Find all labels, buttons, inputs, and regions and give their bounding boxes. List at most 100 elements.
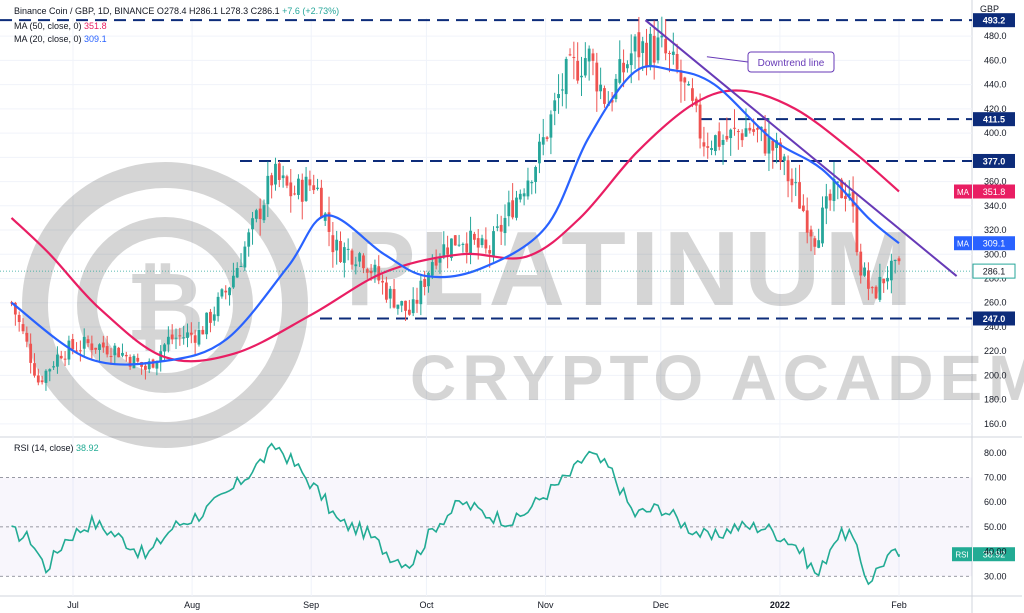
ma50-value: 351.8 xyxy=(84,21,107,31)
candle-body xyxy=(450,238,453,258)
candle-body xyxy=(893,259,897,262)
candle-body xyxy=(756,128,759,130)
candle-body xyxy=(48,369,52,372)
close-label: C xyxy=(250,6,258,16)
rsi-tick-label: 60.00 xyxy=(984,497,1007,507)
candle-body xyxy=(656,37,660,61)
candle-body xyxy=(457,244,461,246)
candle-body xyxy=(480,238,484,246)
candle-body xyxy=(664,38,668,54)
chart-header: Binance Coin / GBP, 1D, BINANCE O278.4 H… xyxy=(14,6,339,16)
candle-body xyxy=(434,259,438,266)
candle-body xyxy=(277,163,281,180)
high-value: 286.1 xyxy=(195,6,219,16)
rsi-value-box xyxy=(973,547,1015,562)
candle-body xyxy=(736,131,740,133)
ma50-tag: MA xyxy=(957,188,970,197)
price-tick-label: 220.0 xyxy=(984,346,1007,356)
candle-body xyxy=(25,332,29,342)
candle-body xyxy=(801,205,805,211)
close-value: 286.1 xyxy=(257,6,280,16)
candle-body xyxy=(828,193,832,201)
candle-body xyxy=(882,278,886,284)
downtrend-line-layer: Downtrend line xyxy=(644,19,958,277)
candle-body xyxy=(52,366,56,368)
candle-body xyxy=(809,229,813,237)
candle-body xyxy=(205,312,209,335)
candle-body xyxy=(147,361,151,370)
candle-body xyxy=(836,181,840,183)
price-tick-label: 400.0 xyxy=(984,128,1007,138)
candle-body xyxy=(151,359,155,368)
ma50-legend[interactable]: MA (50, close, 0) 351.8 xyxy=(14,21,107,31)
candle-body xyxy=(427,272,430,287)
ma50-line xyxy=(10,89,900,363)
candle-body xyxy=(117,347,121,358)
candle-body xyxy=(346,248,350,250)
candle-body xyxy=(67,340,71,360)
candle-body xyxy=(101,342,105,348)
candle-body xyxy=(576,60,580,81)
candle-body xyxy=(472,233,476,240)
ma20-label: MA (20, close, 0) xyxy=(14,34,82,44)
level-price-label: 493.2 xyxy=(983,16,1006,26)
candle-body xyxy=(878,276,882,300)
time-tick-label: Sep xyxy=(303,600,319,610)
price-tick-label: 420.0 xyxy=(984,104,1007,114)
candle-body xyxy=(645,42,648,68)
ma50-tag-box xyxy=(954,184,972,199)
rsi-legend[interactable]: RSI (14, close) 38.92 xyxy=(14,443,99,453)
price-tick-label: 240.0 xyxy=(984,322,1007,332)
price-tick-label: 320.0 xyxy=(984,225,1007,235)
candle-body xyxy=(105,346,109,355)
level-price-box xyxy=(973,311,1015,326)
candle-body xyxy=(377,266,381,281)
candle-body xyxy=(189,332,193,335)
candle-body xyxy=(453,235,457,246)
candle-body xyxy=(687,84,691,86)
price-tick-label: 300.0 xyxy=(984,249,1007,259)
candle-body xyxy=(124,354,128,357)
candle-body xyxy=(316,187,319,189)
candle-body xyxy=(224,290,228,293)
candle-body xyxy=(239,266,243,268)
candle-body xyxy=(228,287,231,296)
candle-body xyxy=(254,210,258,219)
time-tick-label: Feb xyxy=(891,600,907,610)
candle-body xyxy=(798,182,801,209)
candle-body xyxy=(821,207,824,244)
price-tick-label: 340.0 xyxy=(984,201,1007,211)
candle-body xyxy=(679,70,683,82)
candle-body xyxy=(794,182,798,184)
candle-body xyxy=(771,140,775,151)
candle-body xyxy=(626,64,629,69)
candle-body xyxy=(557,94,560,99)
rsi-tick-label: 30.00 xyxy=(984,571,1007,581)
ma20-legend[interactable]: MA (20, close, 0) 309.1 xyxy=(14,34,107,44)
candle-body xyxy=(82,336,86,349)
candle-body xyxy=(369,270,373,274)
candle-body xyxy=(304,176,308,201)
candle-body xyxy=(220,289,224,297)
currency-label: GBP xyxy=(980,4,999,14)
candle-body xyxy=(270,175,274,186)
time-tick-label: 2022 xyxy=(770,600,790,610)
level-price-label: 377.0 xyxy=(983,156,1006,166)
change-value: +7.6 (+2.73%) xyxy=(282,6,340,16)
ma50-price-label: 351.8 xyxy=(983,187,1006,197)
candle-body xyxy=(144,365,147,370)
candle-body xyxy=(683,77,687,83)
candle-body xyxy=(469,230,472,254)
open-value: 278.4 xyxy=(163,6,187,16)
candle-body xyxy=(136,357,140,362)
candle-body xyxy=(832,178,836,201)
candle-body xyxy=(790,178,794,186)
candle-body xyxy=(775,140,778,148)
candle-body xyxy=(618,59,622,83)
candle-body xyxy=(817,240,821,248)
candle-body xyxy=(614,78,618,100)
candle-body xyxy=(568,54,572,56)
candle-body xyxy=(297,178,300,195)
candle-body xyxy=(541,137,545,145)
